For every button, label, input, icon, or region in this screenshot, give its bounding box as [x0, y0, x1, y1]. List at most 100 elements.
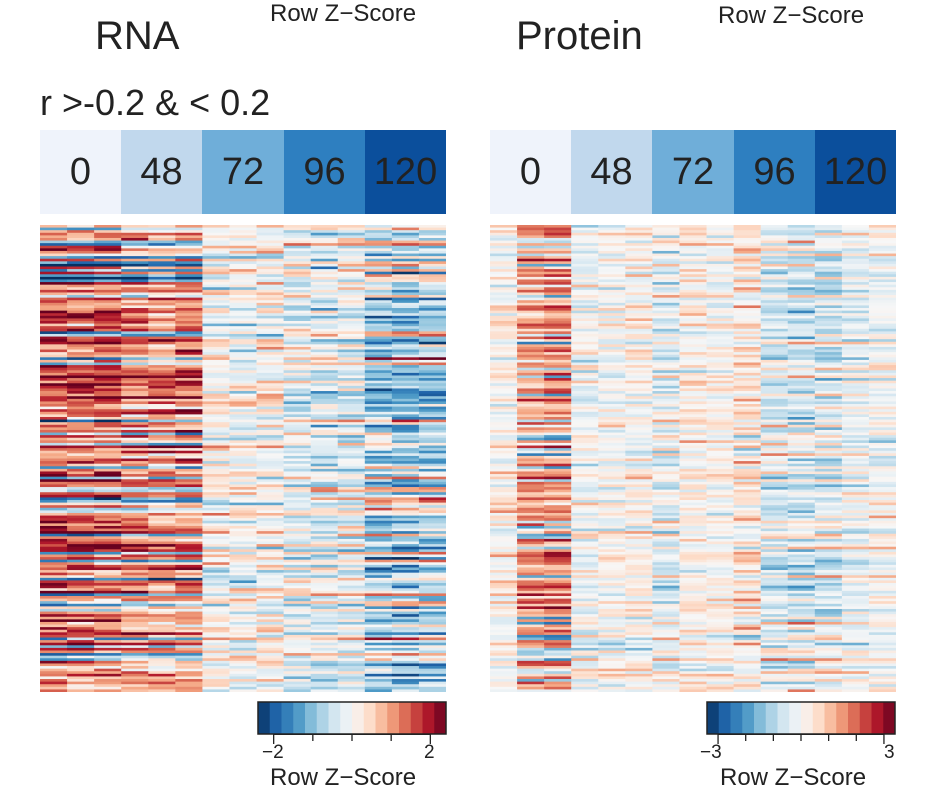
protein-heatmap-cell [733, 276, 762, 280]
protein-heatmap-cell [652, 248, 680, 252]
rna-heatmap-cell [310, 245, 339, 249]
rna-heatmap-cell [229, 580, 257, 584]
protein-heatmap-cell [652, 258, 680, 262]
protein-heatmap-cell [733, 416, 762, 420]
rna-heatmap-cell [418, 601, 446, 605]
rna-heatmap-cell [283, 432, 312, 436]
rna-heatmap-cell [418, 404, 446, 408]
rna-heatmap-cell [121, 627, 149, 631]
rna-heatmap-cell [418, 494, 446, 498]
rna-heatmap-cell [175, 528, 203, 532]
protein-heatmap-cell [706, 468, 734, 472]
rna-heatmap-cell [40, 279, 68, 283]
rna-heatmap-cell [391, 313, 420, 317]
rna-heatmap-cell [337, 663, 366, 667]
protein-heatmap-cell [679, 549, 707, 553]
protein-heatmap-cell [706, 313, 734, 317]
protein-heatmap-cell [490, 603, 518, 607]
rna-heatmap-cell [202, 411, 230, 415]
protein-heatmap-cell [652, 432, 680, 436]
protein-heatmap-cell [733, 401, 762, 405]
rna-heatmap-cell [283, 305, 312, 309]
rna-heatmap-cell [202, 237, 230, 241]
protein-heatmap-cell [814, 419, 843, 423]
protein-heatmap-cell [490, 484, 518, 488]
protein-heatmap-cell [787, 479, 816, 483]
rna-heatmap-cell [40, 326, 68, 330]
rna-heatmap-cell [364, 243, 393, 247]
rna-heatmap-cell [94, 419, 122, 423]
rna-heatmap-cell [202, 279, 230, 283]
protein-heatmap-cell [652, 567, 680, 571]
rna-heatmap-cell [67, 302, 95, 306]
rna-heatmap-cell [202, 248, 230, 252]
rna-heatmap-cell [418, 370, 446, 374]
rna-heatmap-cell [337, 572, 366, 576]
rna-heatmap-cell [40, 468, 68, 472]
rna-heatmap-cell [229, 645, 257, 649]
rna-heatmap-cell [175, 666, 203, 670]
rna-heatmap-cell [229, 601, 257, 605]
protein-heatmap-cell [787, 385, 816, 389]
protein-heatmap-cell [841, 497, 870, 501]
protein-heatmap-cell [868, 601, 896, 605]
rna-heatmap-cell [94, 253, 122, 257]
protein-heatmap-cell [760, 416, 789, 420]
rna-heatmap-cell [337, 429, 366, 433]
rna-heatmap-cell [310, 396, 339, 400]
rna-heatmap-cell [148, 341, 176, 345]
protein-heatmap-cell [625, 287, 653, 291]
protein-heatmap-cell [571, 445, 599, 449]
rna-heatmap-cell [256, 388, 284, 392]
rna-heatmap-cell [364, 507, 393, 511]
protein-heatmap-cell [517, 471, 545, 475]
rna-heatmap-cell [337, 409, 366, 413]
rna-heatmap-cell [40, 297, 68, 301]
rna-heatmap-cell [310, 409, 339, 413]
rna-heatmap-cell [283, 653, 312, 657]
rna-heatmap-cell [175, 300, 203, 304]
protein-heatmap-cell [625, 339, 653, 343]
protein-heatmap-cell [841, 282, 870, 286]
rna-heatmap-cell [40, 663, 68, 667]
protein-heatmap-cell [652, 344, 680, 348]
protein-heatmap-cell [868, 546, 896, 550]
protein-heatmap-cell [814, 370, 843, 374]
rna-heatmap-cell [337, 596, 366, 599]
protein-heatmap-cell [517, 585, 545, 589]
rna-heatmap-cell [337, 339, 366, 343]
rna-heatmap-cell [310, 331, 339, 335]
protein-heatmap-cell [814, 562, 843, 566]
protein-heatmap-cell [544, 243, 572, 247]
protein-heatmap-cell [571, 500, 599, 503]
rna-heatmap-cell [364, 681, 393, 685]
protein-heatmap-cell [733, 258, 762, 262]
rna-heatmap-cell [40, 557, 68, 561]
rna-heatmap-cell [94, 577, 122, 581]
protein-heatmap-cell [706, 326, 734, 330]
protein-heatmap-cell [868, 240, 896, 244]
protein-heatmap-cell [598, 357, 626, 361]
rna-heatmap-cell [121, 474, 149, 478]
rna-heatmap-cell [175, 533, 203, 537]
rna-heatmap-cell [283, 624, 312, 628]
protein-heatmap-cell [517, 525, 545, 529]
protein-heatmap-cell [733, 318, 762, 322]
rna-heatmap-cell [67, 422, 95, 426]
protein-heatmap-cell [706, 419, 734, 423]
protein-heatmap-cell [733, 315, 762, 319]
rna-heatmap-cell [67, 437, 95, 441]
protein-heatmap-cell [598, 310, 626, 314]
protein-heatmap-cell [490, 266, 518, 270]
rna-heatmap-cell [40, 404, 68, 408]
rna-heatmap-cell [202, 416, 230, 420]
protein-heatmap-cell [733, 240, 762, 244]
rna-heatmap-cell [40, 668, 68, 672]
rna-heatmap-cell [202, 684, 230, 688]
rna-heatmap-cell [40, 590, 68, 594]
rna-heatmap-cell [310, 681, 339, 685]
protein-heatmap-cell [544, 240, 572, 244]
rna-heatmap-cell [67, 463, 95, 467]
protein-heatmap-cell [814, 427, 843, 431]
protein-heatmap-cell [544, 505, 572, 509]
